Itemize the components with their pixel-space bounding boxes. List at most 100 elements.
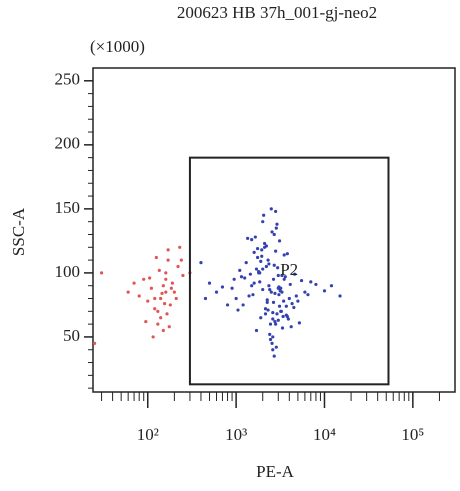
data-point <box>282 299 286 303</box>
data-point <box>270 230 274 234</box>
data-point <box>166 248 170 252</box>
data-point <box>203 296 208 301</box>
data-point <box>271 317 275 321</box>
data-point <box>157 268 161 272</box>
data-point <box>309 280 313 284</box>
data-point <box>252 281 256 285</box>
data-point <box>259 316 263 320</box>
data-point <box>263 312 268 316</box>
data-point <box>161 328 165 333</box>
data-point <box>268 322 273 326</box>
data-point <box>294 294 298 298</box>
data-point <box>167 325 171 329</box>
data-point <box>165 312 169 316</box>
data-point <box>255 255 260 260</box>
data-point <box>265 300 269 304</box>
data-point <box>172 290 176 294</box>
data-point <box>132 281 136 285</box>
data-point <box>322 289 327 293</box>
data-point <box>271 311 275 315</box>
data-point <box>247 294 251 298</box>
plot-frame <box>92 67 456 393</box>
data-point <box>154 255 158 260</box>
data-point <box>265 298 269 302</box>
data-point <box>277 285 281 289</box>
x-tick-label: 10² <box>137 425 159 444</box>
x-axis-label: PE-A <box>256 462 295 481</box>
data-point <box>263 307 268 311</box>
data-point <box>299 278 304 283</box>
data-point <box>270 341 274 345</box>
data-point <box>160 291 164 295</box>
y-tick-label: 50 <box>63 326 80 345</box>
data-point <box>280 273 284 278</box>
data-point <box>271 348 275 352</box>
data-point <box>159 296 163 301</box>
data-point <box>261 220 265 224</box>
data-point <box>259 259 263 263</box>
data-point <box>260 248 264 252</box>
data-point <box>280 290 284 294</box>
data-point <box>225 303 230 307</box>
data-point <box>238 268 242 272</box>
data-point <box>214 290 219 294</box>
data-point <box>142 277 146 281</box>
data-point <box>274 226 278 230</box>
data-point <box>243 276 247 280</box>
data-point <box>164 290 168 294</box>
data-point <box>170 281 174 285</box>
data-point <box>207 281 212 285</box>
data-point <box>274 249 278 253</box>
data-point <box>262 213 266 217</box>
data-point <box>272 232 276 237</box>
data-point <box>290 302 294 306</box>
data-point <box>232 277 236 281</box>
data-point <box>277 304 282 308</box>
y-tick-label: 100 <box>55 262 81 281</box>
data-point <box>338 294 342 298</box>
data-point <box>279 309 283 313</box>
data-point <box>277 239 282 243</box>
data-point <box>271 277 276 281</box>
y-tick-label: 200 <box>55 134 81 153</box>
data-point <box>146 299 150 303</box>
y-axis-label: SSC-A <box>9 207 28 256</box>
data-point <box>274 209 278 214</box>
data-point <box>236 308 240 312</box>
data-point <box>144 319 148 324</box>
y-tick-label: 250 <box>55 70 81 89</box>
data-point <box>230 286 234 290</box>
data-point <box>258 280 262 284</box>
data-point <box>153 296 157 301</box>
data-point <box>258 271 262 275</box>
data-point <box>287 296 291 301</box>
data-point <box>254 328 259 333</box>
data-point <box>293 272 297 276</box>
data-point <box>268 337 273 342</box>
data-point <box>255 246 260 251</box>
data-point <box>246 236 250 240</box>
data-point <box>275 312 279 316</box>
data-point <box>281 314 285 319</box>
data-point <box>271 335 275 339</box>
data-point <box>244 261 248 265</box>
data-point <box>283 275 287 279</box>
data-point <box>92 341 97 345</box>
data-point <box>199 261 203 265</box>
data-point <box>251 293 255 297</box>
data-point <box>164 271 168 275</box>
data-point <box>181 273 185 278</box>
data-point <box>156 309 160 313</box>
data-point <box>250 238 254 242</box>
data-point <box>276 266 280 270</box>
data-point <box>164 277 168 281</box>
data-point <box>239 275 244 279</box>
data-point <box>269 290 273 294</box>
data-point <box>261 287 265 292</box>
data-point <box>252 250 256 255</box>
data-point <box>288 282 292 287</box>
data-point <box>267 262 271 266</box>
data-point <box>153 307 157 311</box>
data-point <box>266 308 270 312</box>
